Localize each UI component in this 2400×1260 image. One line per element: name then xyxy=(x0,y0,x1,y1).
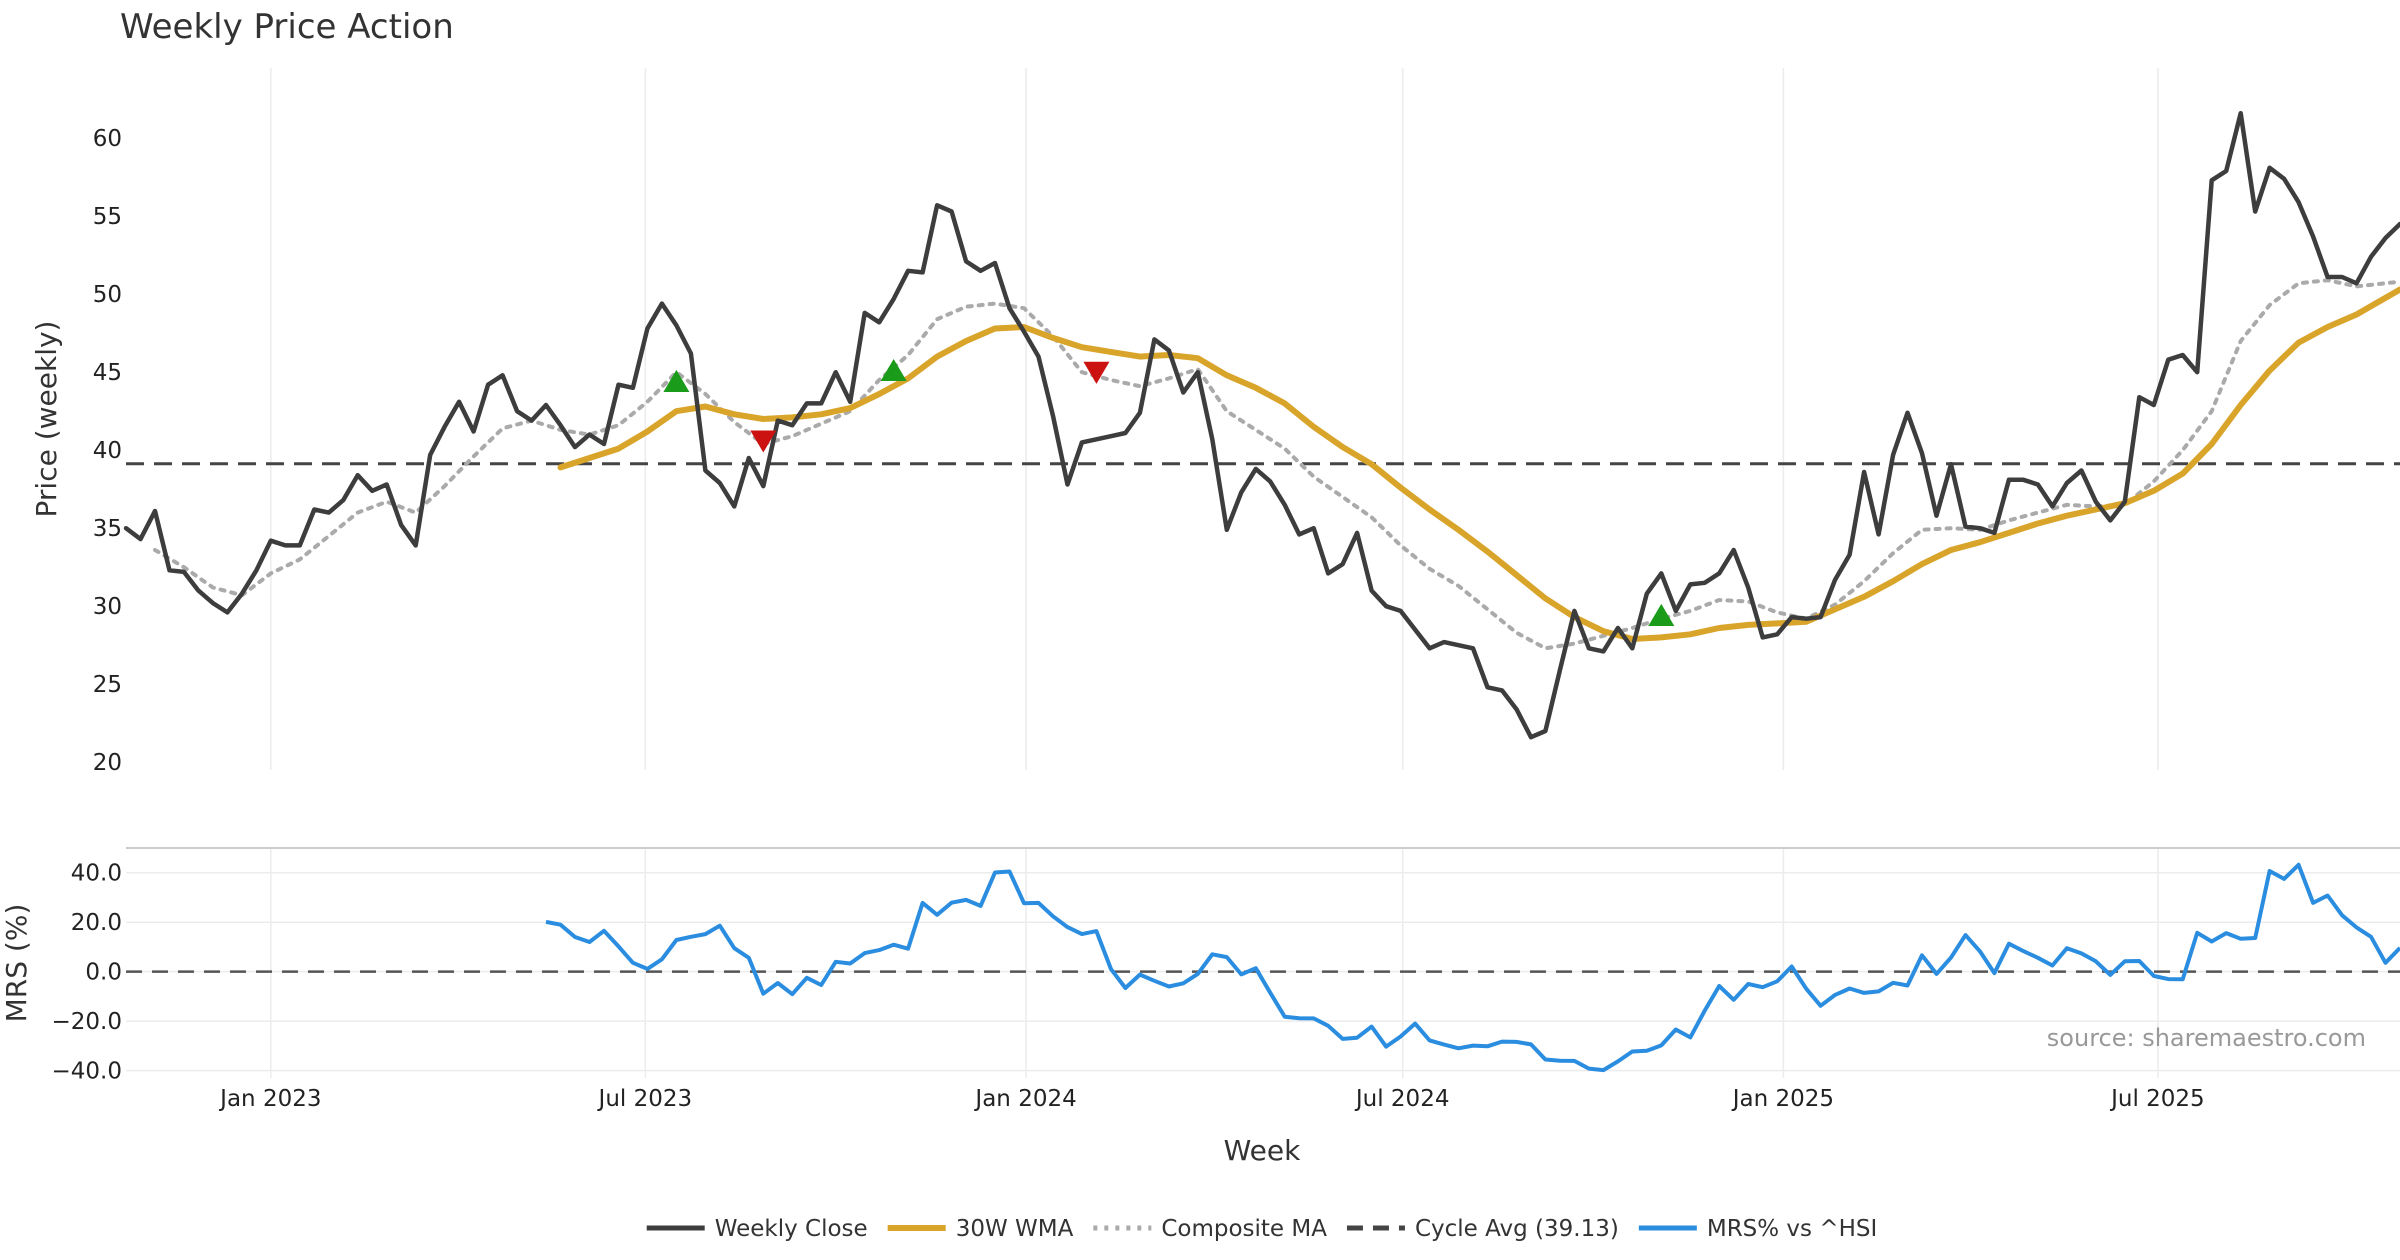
price-y-tick-label: 50 xyxy=(93,282,122,308)
price-y-tick-label: 35 xyxy=(93,516,122,542)
source-note: source: sharemaestro.com xyxy=(2047,1024,2366,1052)
x-tick-label: Jul 2023 xyxy=(597,1086,693,1112)
legend: Weekly Close 30W WMA Composite MA Cycle Avg… xyxy=(646,1216,1877,1242)
price-y-tick-label: 45 xyxy=(93,360,122,386)
x-tick-label: Jan 2023 xyxy=(218,1086,321,1112)
x-tick-label: Jan 2025 xyxy=(1731,1086,1834,1112)
legend-label: Cycle Avg (39.13) xyxy=(1415,1216,1619,1242)
legend-label: 30W WMA xyxy=(956,1216,1074,1242)
buy-signal-marker xyxy=(880,358,907,382)
price-y-tick-label: 55 xyxy=(93,204,122,230)
x-tick-label: Jul 2025 xyxy=(2109,1086,2205,1112)
buy-signal-marker xyxy=(663,369,690,392)
mrs-y-tick-label: 20.0 xyxy=(71,910,122,936)
price-vertical-grid xyxy=(270,68,2159,770)
signal-markers xyxy=(663,358,1675,626)
legend-label: Weekly Close xyxy=(715,1216,868,1242)
mrs-grid xyxy=(126,847,2400,1078)
price-y-tick-label: 40 xyxy=(93,438,122,464)
mrs-y-tick-label: 0.0 xyxy=(85,960,122,986)
wma-30w-line xyxy=(557,286,2400,642)
mrs-y-tick-label: 40.0 xyxy=(71,861,122,887)
mrs-y-axis: −40.0 −20.0 0.0 20.0 40.0 xyxy=(52,861,122,1085)
sell-signal-marker xyxy=(750,430,777,453)
x-tick-label: Jan 2024 xyxy=(973,1086,1076,1112)
price-y-tick-label: 30 xyxy=(93,594,122,620)
price-y-axis: 20 25 30 35 40 45 50 55 60 xyxy=(93,126,122,776)
legend-label: Composite MA xyxy=(1161,1216,1327,1242)
composite-ma-line xyxy=(153,278,2400,651)
mrs-y-tick-label: −20.0 xyxy=(52,1009,122,1035)
chart-title: Weekly Price Action xyxy=(120,7,454,47)
buy-signal-marker xyxy=(1648,603,1675,626)
x-tick-label: Jul 2024 xyxy=(1354,1086,1450,1112)
mrs-y-tick-label: −40.0 xyxy=(52,1059,122,1085)
price-y-axis-label: Price (weekly) xyxy=(30,321,63,518)
weekly-close-line xyxy=(123,110,2400,740)
x-axis-label: Week xyxy=(1224,1134,1301,1167)
price-y-tick-label: 60 xyxy=(93,126,122,152)
mrs-y-axis-label: MRS (%) xyxy=(0,904,33,1023)
mrs-panel: −40.0 −20.0 0.0 20.0 40.0 MRS (%) source: sh… xyxy=(0,847,2400,1085)
price-y-tick-label: 25 xyxy=(93,672,122,698)
sell-signal-marker xyxy=(1083,361,1110,384)
price-y-tick-label: 20 xyxy=(93,750,122,776)
price-panel: 20 25 30 35 40 45 50 55 60 Price (weekly) xyxy=(30,68,2400,776)
legend-label: MRS% vs ^HSI xyxy=(1707,1216,1877,1242)
mrs-line xyxy=(545,862,2400,1073)
x-axis: Jan 2023 Jul 2023 Jan 2024 Jul 2024 Jan 2025… xyxy=(218,1086,2205,1112)
